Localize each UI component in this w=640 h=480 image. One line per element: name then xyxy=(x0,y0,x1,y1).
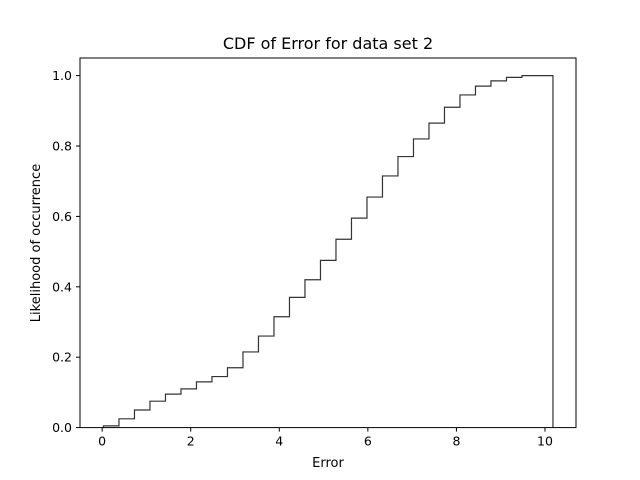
x-tick-label: 10 xyxy=(537,434,553,449)
y-tick-label: 0.2 xyxy=(52,350,72,365)
x-axis: 0 2 4 6 8 10 xyxy=(98,427,553,449)
y-axis: 0.0 0.2 0.4 0.6 0.8 1.0 xyxy=(52,68,80,435)
y-tick-label: 0.8 xyxy=(52,139,72,154)
axes-frame xyxy=(79,57,577,429)
cdf-step-line xyxy=(102,75,554,428)
y-tick-label: 0.0 xyxy=(52,420,72,435)
chart-title: CDF of Error for data set 2 xyxy=(223,34,433,53)
plot-area xyxy=(102,75,554,428)
y-axis-label: Likelihood of occurrence xyxy=(29,164,44,322)
x-tick-label: 4 xyxy=(275,434,283,449)
x-tick-label: 2 xyxy=(187,434,195,449)
x-tick-label: 8 xyxy=(452,434,460,449)
x-tick-label: 6 xyxy=(364,434,372,449)
y-tick-label: 1.0 xyxy=(52,68,72,83)
x-axis-label: Error xyxy=(312,456,344,471)
y-tick-label: 0.6 xyxy=(52,209,72,224)
x-tick-label: 0 xyxy=(98,434,106,449)
y-tick-label: 0.4 xyxy=(52,279,72,294)
